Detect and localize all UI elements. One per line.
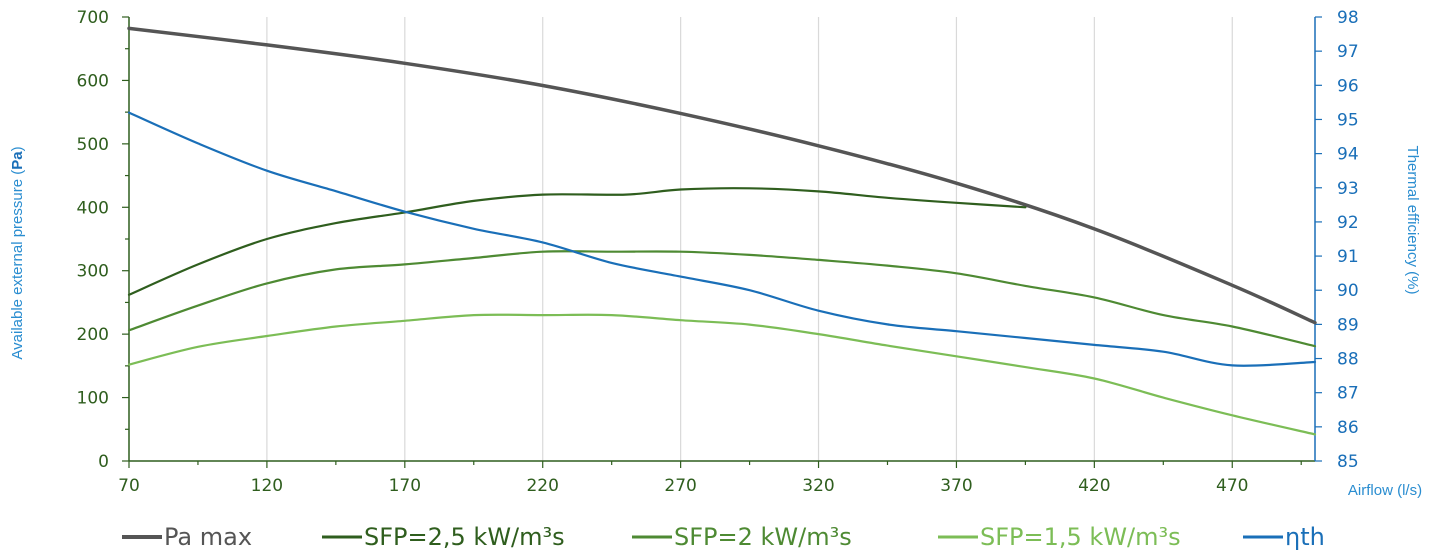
series-0-line <box>127 26 1317 325</box>
y-right-tick-label: 94 <box>1337 145 1359 165</box>
axes <box>122 16 1322 468</box>
series-lines <box>127 26 1317 436</box>
y-left-tick-label: 0 <box>98 452 109 472</box>
x-tick-label: 170 <box>389 476 421 496</box>
y-right-tick-label: 86 <box>1337 418 1359 438</box>
y-left-tick-label: 200 <box>77 325 109 345</box>
y-right-tick-label: 95 <box>1337 110 1359 130</box>
y-right-tick-label: 91 <box>1337 247 1359 267</box>
y-left-tick-label: 700 <box>77 8 109 28</box>
y-right-tick-label: 98 <box>1337 8 1359 28</box>
y-axis-left-title-unit: Pa <box>9 151 26 170</box>
x-axis-title: Airflow (l/s) <box>1348 482 1422 499</box>
y-right-tick-label: 97 <box>1337 42 1359 62</box>
tick-labels: 0 100 200 300 400 500 600 700 70 120 170 220 270 320 3… <box>77 8 1359 496</box>
y-right-tick-label: 93 <box>1337 179 1359 199</box>
legend-label: SFP=1,5 kW/m³s <box>980 523 1181 551</box>
y-right-tick-label: 87 <box>1337 384 1359 404</box>
y-left-tick-label: 500 <box>77 135 109 155</box>
legend-label: SFP=2 kW/m³s <box>674 523 852 551</box>
y-right-tick-label: 90 <box>1337 281 1359 301</box>
y-right-tick-label: 89 <box>1337 315 1359 335</box>
x-tick-label: 70 <box>118 476 140 496</box>
y-left-tick-label: 600 <box>77 71 109 91</box>
y-left-tick-label: 100 <box>77 389 109 409</box>
series-2-line <box>127 250 1317 348</box>
legend-label: ηth <box>1285 523 1325 551</box>
x-tick-label: 470 <box>1216 476 1248 496</box>
y-axis-left-title-suffix: ) <box>9 146 26 151</box>
legend-label: SFP=2,5 kW/m³s <box>364 523 565 551</box>
x-tick-label: 270 <box>664 476 696 496</box>
series-4-line <box>127 111 1317 367</box>
x-tick-label: 420 <box>1078 476 1110 496</box>
y-axis-left-title: Available external pressure (Pa) <box>9 146 26 359</box>
y-left-tick-label: 400 <box>77 198 109 218</box>
y-right-tick-label: 96 <box>1337 76 1359 96</box>
x-tick-label: 370 <box>940 476 972 496</box>
series-3-line <box>127 313 1317 436</box>
y-right-tick-label: 85 <box>1337 452 1359 472</box>
legend: Pa max SFP=2,5 kW/m³s SFP=2 kW/m³s SFP=1,5 … <box>122 523 1325 551</box>
series-1-line <box>127 187 1027 296</box>
x-tick-label: 220 <box>526 476 558 496</box>
x-tick-label: 120 <box>251 476 283 496</box>
y-left-tick-label: 300 <box>77 262 109 282</box>
y-right-tick-label: 92 <box>1337 213 1359 233</box>
y-axis-right-title: Thermal efficiency (%) <box>1404 146 1421 295</box>
y-right-tick-label: 88 <box>1337 350 1359 370</box>
y-axis-left-title-prefix: Available external pressure ( <box>9 170 26 360</box>
x-tick-label: 320 <box>802 476 834 496</box>
legend-label: Pa max <box>164 523 252 551</box>
grid-lines <box>266 17 1233 461</box>
